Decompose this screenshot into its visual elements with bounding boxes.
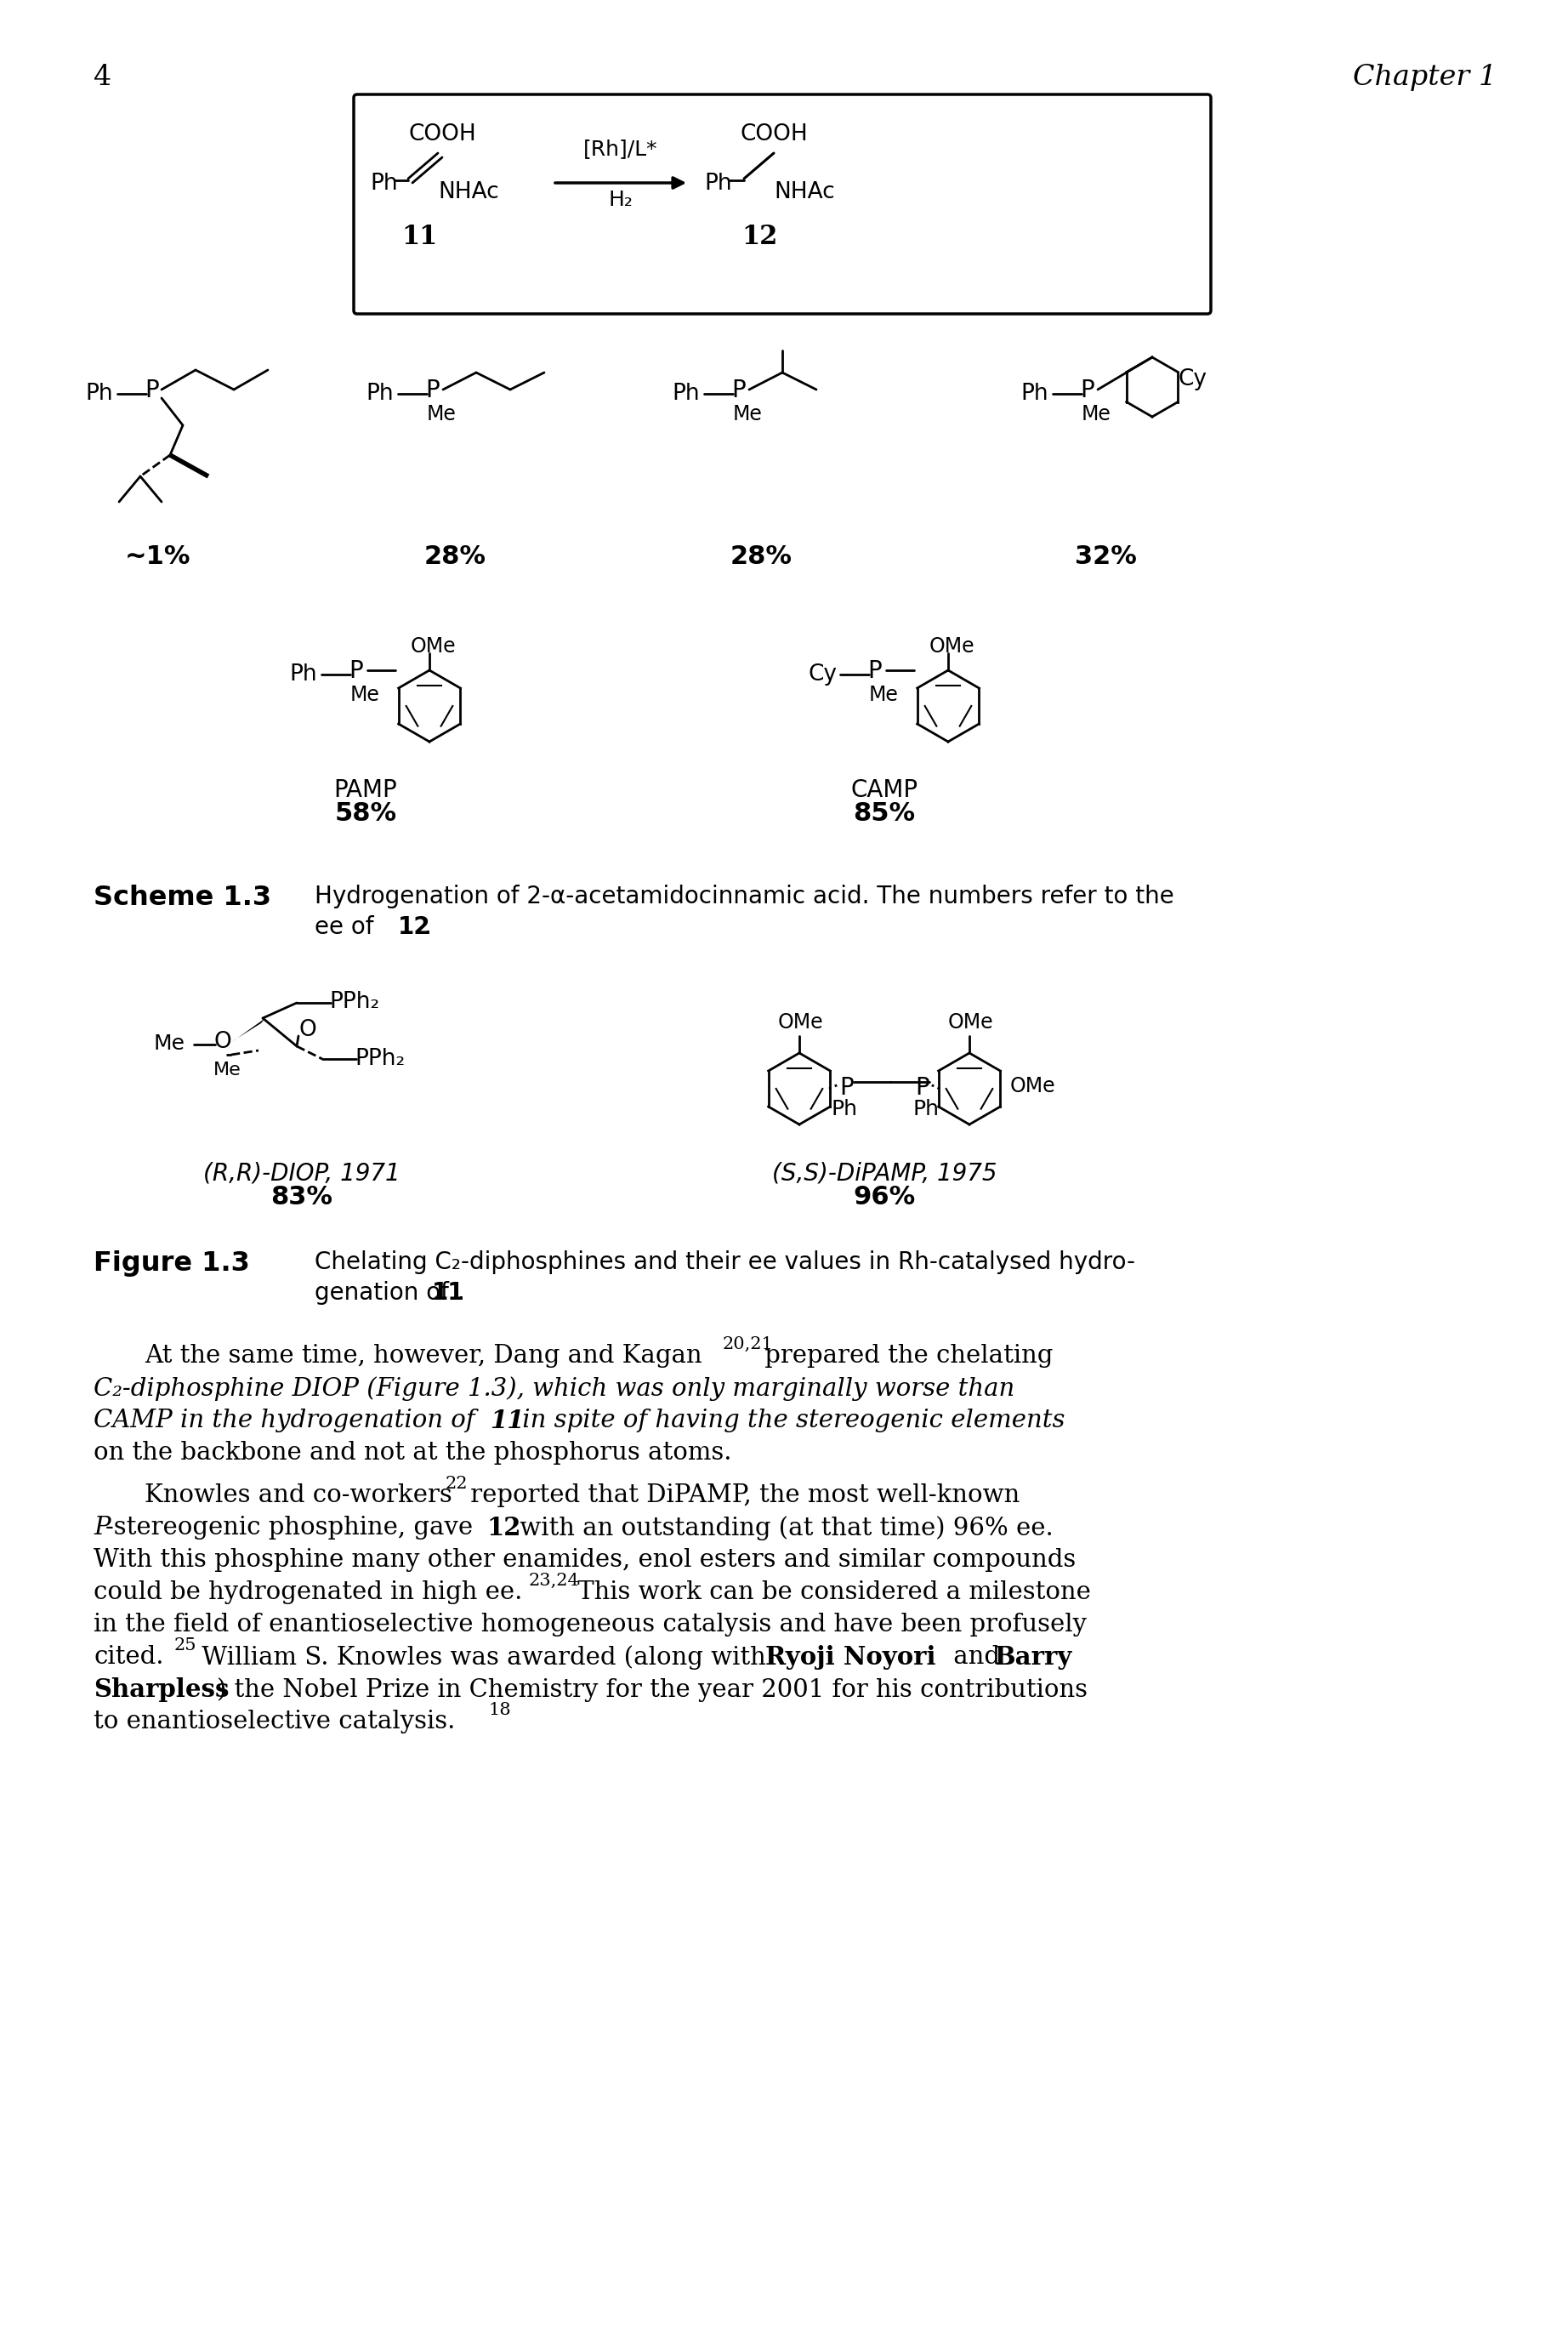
- Text: with an outstanding (at that time) 96% ee.: with an outstanding (at that time) 96% e…: [511, 1516, 1054, 1540]
- Text: NHAc: NHAc: [437, 181, 499, 202]
- Text: (R,R)-DIOP, 1971: (R,R)-DIOP, 1971: [204, 1161, 400, 1185]
- Text: COOH: COOH: [408, 122, 477, 146]
- Text: Hydrogenation of 2-α-acetamidocinnamic acid. The numbers refer to the: Hydrogenation of 2-α-acetamidocinnamic a…: [315, 884, 1174, 907]
- Text: With this phosphine many other enamides, enol esters and similar compounds: With this phosphine many other enamides,…: [94, 1547, 1076, 1573]
- Text: Ph: Ph: [365, 383, 394, 404]
- Text: CAMP: CAMP: [851, 778, 917, 802]
- Text: 20,21: 20,21: [723, 1335, 773, 1352]
- Text: 32%: 32%: [1074, 545, 1137, 569]
- Text: H₂: H₂: [608, 190, 633, 209]
- Text: Figure 1.3: Figure 1.3: [94, 1251, 249, 1277]
- Text: Ph: Ph: [85, 383, 113, 404]
- Text: Ph: Ph: [913, 1098, 939, 1119]
- Text: .: .: [425, 915, 431, 938]
- Text: P: P: [94, 1516, 110, 1540]
- Text: on the backbone and not at the phosphorus atoms.: on the backbone and not at the phosphoru…: [94, 1441, 732, 1465]
- Text: O: O: [298, 1018, 317, 1041]
- Text: 11: 11: [489, 1408, 524, 1434]
- Text: cited.: cited.: [94, 1646, 163, 1669]
- Text: Me: Me: [1082, 404, 1112, 426]
- Text: P: P: [1080, 379, 1094, 402]
- Text: Me: Me: [213, 1063, 241, 1079]
- Text: 12: 12: [398, 915, 431, 938]
- Text: 83%: 83%: [271, 1185, 332, 1208]
- Text: This work can be considered a milestone: This work can be considered a milestone: [569, 1580, 1091, 1603]
- Text: 85%: 85%: [853, 802, 916, 825]
- Text: could be hydrogenated in high ee.: could be hydrogenated in high ee.: [94, 1580, 522, 1603]
- Text: 11: 11: [401, 223, 437, 249]
- Text: P: P: [425, 379, 439, 402]
- Text: genation of: genation of: [315, 1281, 456, 1305]
- Text: Me: Me: [869, 684, 898, 705]
- Text: 23,24: 23,24: [528, 1573, 580, 1589]
- Text: 58%: 58%: [334, 802, 397, 825]
- Text: PPh₂: PPh₂: [354, 1049, 405, 1070]
- Text: P: P: [916, 1077, 930, 1100]
- Text: ee of: ee of: [315, 915, 381, 938]
- Text: OMe: OMe: [1010, 1077, 1055, 1096]
- Text: COOH: COOH: [740, 122, 808, 146]
- Text: Ph: Ph: [289, 663, 317, 686]
- Text: CAMP in the hydrogenation of: CAMP in the hydrogenation of: [94, 1408, 483, 1432]
- Text: PPh₂: PPh₂: [329, 990, 379, 1013]
- Text: O: O: [213, 1030, 230, 1053]
- Text: Barry: Barry: [994, 1646, 1073, 1669]
- Text: P: P: [731, 379, 745, 402]
- Text: OMe: OMe: [930, 637, 975, 656]
- Text: Me: Me: [426, 404, 456, 426]
- Text: P: P: [839, 1077, 853, 1100]
- Text: reported that DiPAMP, the most well-known: reported that DiPAMP, the most well-know…: [463, 1483, 1019, 1507]
- Text: Ph: Ph: [704, 172, 732, 195]
- Text: 28%: 28%: [423, 545, 486, 569]
- Text: 28%: 28%: [731, 545, 792, 569]
- Text: At the same time, however, Dang and Kagan: At the same time, however, Dang and Kaga…: [144, 1345, 702, 1368]
- Text: Ryoji Noyori: Ryoji Noyori: [765, 1646, 936, 1669]
- Text: Me: Me: [350, 684, 379, 705]
- Text: NHAc: NHAc: [773, 181, 834, 202]
- Text: .: .: [458, 1281, 466, 1305]
- Text: Knowles and co-workers: Knowles and co-workers: [144, 1483, 452, 1507]
- Text: Me: Me: [732, 404, 762, 426]
- Text: P: P: [144, 379, 158, 402]
- Text: Chapter 1: Chapter 1: [1353, 63, 1496, 92]
- Text: OMe: OMe: [411, 637, 456, 656]
- Text: prepared the chelating: prepared the chelating: [757, 1345, 1054, 1368]
- Text: -stereogenic phosphine, gave: -stereogenic phosphine, gave: [105, 1516, 481, 1540]
- Text: 18: 18: [488, 1702, 511, 1719]
- Text: and: and: [946, 1646, 1008, 1669]
- Text: 96%: 96%: [853, 1185, 916, 1208]
- Text: Ph: Ph: [831, 1098, 858, 1119]
- Text: PAMP: PAMP: [334, 778, 397, 802]
- Text: to enantioselective catalysis.: to enantioselective catalysis.: [94, 1709, 455, 1733]
- Text: (S,S)-DiPAMP, 1975: (S,S)-DiPAMP, 1975: [771, 1161, 997, 1185]
- Text: Cy: Cy: [1178, 369, 1207, 390]
- Text: 12: 12: [486, 1516, 521, 1540]
- Text: in spite of having the stereogenic elements: in spite of having the stereogenic eleme…: [514, 1408, 1065, 1432]
- Text: Ph: Ph: [671, 383, 699, 404]
- Text: P: P: [348, 658, 362, 684]
- Text: Cy: Cy: [808, 663, 837, 686]
- Text: 4: 4: [94, 63, 111, 92]
- Text: 25: 25: [174, 1636, 198, 1653]
- Text: OMe: OMe: [778, 1013, 823, 1032]
- Text: in the field of enantioselective homogeneous catalysis and have been profusely: in the field of enantioselective homogen…: [94, 1613, 1087, 1636]
- FancyBboxPatch shape: [354, 94, 1210, 315]
- Text: William S. Knowles was awarded (along with: William S. Knowles was awarded (along wi…: [194, 1646, 773, 1669]
- Text: Sharpless: Sharpless: [94, 1676, 229, 1702]
- Text: ~1%: ~1%: [124, 545, 190, 569]
- Text: Me: Me: [154, 1034, 185, 1053]
- Text: C₂-diphosphine DIOP (Figure 1.3), which was only marginally worse than: C₂-diphosphine DIOP (Figure 1.3), which …: [94, 1375, 1014, 1401]
- Text: Ph: Ph: [370, 172, 398, 195]
- Text: Ph: Ph: [1021, 383, 1047, 404]
- Text: OMe: OMe: [949, 1013, 994, 1032]
- Polygon shape: [232, 1018, 265, 1041]
- Text: 22: 22: [445, 1476, 469, 1493]
- Text: ) the Nobel Prize in Chemistry for the year 2001 for his contributions: ) the Nobel Prize in Chemistry for the y…: [216, 1676, 1088, 1702]
- Text: [Rh]/L*: [Rh]/L*: [583, 139, 659, 160]
- Text: Chelating C₂-diphosphines and their ee values in Rh-catalysed hydro-: Chelating C₂-diphosphines and their ee v…: [315, 1251, 1135, 1274]
- Text: 11: 11: [431, 1281, 464, 1305]
- Text: 12: 12: [742, 223, 778, 249]
- Text: Scheme 1.3: Scheme 1.3: [94, 884, 271, 910]
- Text: P: P: [867, 658, 881, 684]
